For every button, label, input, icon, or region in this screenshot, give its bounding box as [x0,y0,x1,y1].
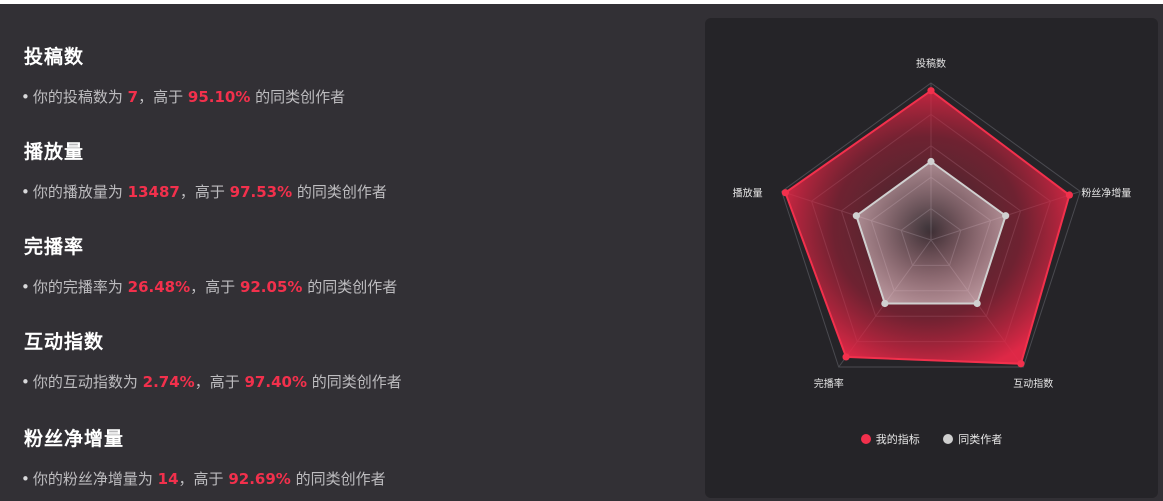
stat-percent: 95.10% [187,88,251,106]
radar-axis-label: 完播率 [814,377,844,390]
stat-line: • 你的投稿数为 7，高于 95.10% 的同类创作者 [21,86,345,107]
stat-suffix: 的同类创作者 [295,470,386,488]
radar-grid-ring [781,82,1081,368]
stat-title: 完播率 [24,236,85,258]
chart-legend: 我的指标 同类作者 [705,431,1158,447]
radar-data-point [1065,191,1074,199]
bullet-icon: • [21,470,30,488]
legend-item-peer[interactable]: 同类作者 [943,431,1002,447]
radar-axis-label: 播放量 [733,186,763,199]
radar-axis-label: 互动指数 [1013,377,1053,390]
stats-panel: 投稿数 • 你的投稿数为 7，高于 95.10% 的同类创作者 播放量 • 你的播放… [0,4,690,501]
radar-axis-label: 粉丝净增量 [1081,186,1131,199]
radar-axis-label: 投稿数 [916,57,946,70]
radar-data-point [781,189,789,197]
stat-prefix: 你的播放量为 [32,183,123,201]
radar-data-point [1017,360,1025,368]
legend-dot-mine [860,434,871,444]
stat-mid: ，高于 [190,278,236,296]
page-background: 投稿数 • 你的投稿数为 7，高于 95.10% 的同类创作者 播放量 • 你的播放… [0,4,1163,501]
stat-prefix: 你的粉丝净增量为 [32,470,153,488]
bullet-icon: • [21,88,30,106]
stat-mid: ，高于 [138,88,184,106]
stat-suffix: 的同类创作者 [296,183,387,201]
stat-suffix: 的同类创作者 [307,278,398,296]
stat-percent: 97.40% [244,373,307,391]
stat-prefix: 你的完播率为 [32,278,123,296]
legend-item-mine[interactable]: 我的指标 [860,431,920,447]
radar-data-point [927,87,935,95]
stat-line: • 你的粉丝净增量为 14，高于 92.69% 的同类创作者 [21,468,386,489]
legend-label-peer: 同类作者 [958,433,1003,446]
stat-title: 互动指数 [24,331,105,353]
stat-value: 14 [157,470,179,488]
stat-value: 13487 [127,183,180,201]
stat-title: 粉丝净增量 [24,428,125,450]
stat-line: • 你的互动指数为 2.74%，高于 97.40% 的同类创作者 [21,371,402,392]
bullet-icon: • [21,373,30,391]
radar-data-point [881,299,889,308]
bullet-icon: • [21,278,30,296]
stat-percent: 92.05% [239,278,303,296]
stat-value: 7 [127,88,139,106]
radar-data-point [973,299,981,308]
stat-line: • 你的播放量为 13487，高于 97.53% 的同类创作者 [21,181,387,202]
stat-suffix: 的同类创作者 [255,88,346,106]
stat-prefix: 你的互动指数为 [32,373,138,391]
legend-label-mine: 我的指标 [875,433,920,446]
radar-data-point [927,157,935,166]
radar-data-point [1002,212,1010,220]
stat-mid: ，高于 [178,470,224,488]
radar-data-point [842,353,850,361]
stat-mid: ，高于 [194,373,240,391]
radar-data-point [852,212,860,220]
bullet-icon: • [21,183,30,201]
stat-suffix: 的同类创作者 [311,373,402,391]
legend-dot-peer [943,434,954,444]
stat-percent: 92.69% [228,470,291,488]
stat-prefix: 你的投稿数为 [32,88,123,106]
stat-line: • 你的完播率为 26.48%，高于 92.05% 的同类创作者 [21,276,397,297]
stat-value: 2.74% [142,373,195,391]
stat-title: 投稿数 [24,46,85,68]
stat-value: 26.48% [127,278,191,296]
radar-chart-card: 投稿数粉丝净增量互动指数 完播率 播放量 我的指标 同类作者 [705,18,1158,498]
stat-title: 播放量 [24,141,85,163]
stat-percent: 97.53% [229,183,293,201]
radar-series-area [855,160,1007,305]
stat-mid: ，高于 [179,183,225,201]
